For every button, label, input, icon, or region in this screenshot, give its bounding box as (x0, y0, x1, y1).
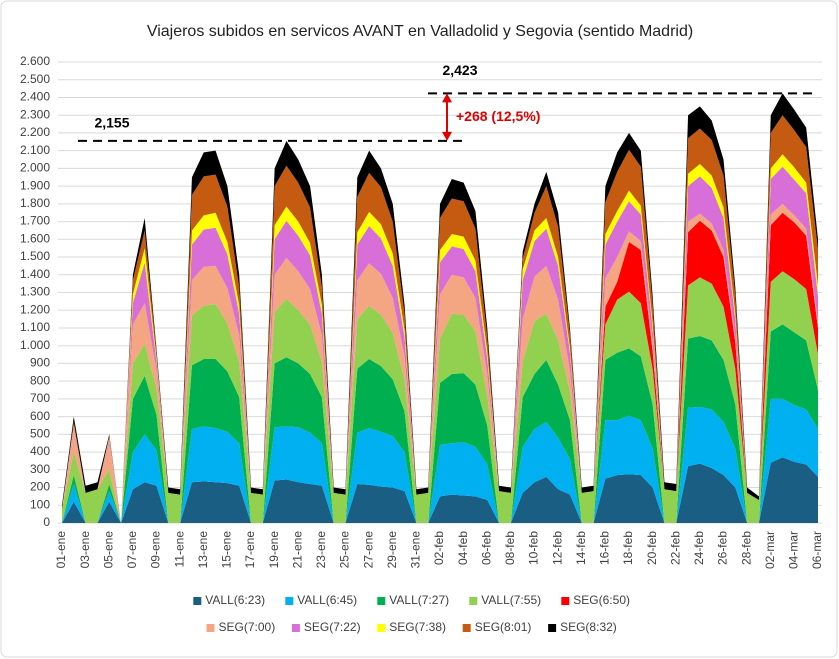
x-tick-label: 17-ene (243, 531, 257, 569)
legend-label: VALL(7:55) (481, 593, 541, 607)
y-tick-label: 1.100 (20, 320, 50, 334)
y-tick-label: 300 (30, 462, 50, 476)
y-tick-label: 900 (30, 356, 50, 370)
y-tick-label: 0 (43, 515, 50, 529)
area-series (62, 324, 818, 523)
x-tick-label: 03-ene (78, 531, 92, 569)
y-tick-label: 2.400 (20, 90, 50, 104)
area-series (62, 457, 818, 523)
x-tick-label: 26-feb (716, 531, 730, 565)
area-series (62, 398, 818, 523)
x-tick-label: 10-feb (527, 531, 541, 565)
x-tick-label: 21-ene (290, 531, 304, 569)
annotation: 2,155 (94, 115, 129, 131)
x-tick-label: 11-ene (172, 531, 186, 568)
x-tick-label: 02-feb (432, 531, 446, 565)
legend-swatch (377, 597, 386, 605)
legend-label: SEG(6:50) (573, 593, 630, 607)
y-tick-label: 2.300 (20, 107, 50, 121)
y-tick-label: 1.300 (20, 285, 50, 299)
x-tick-label: 25-ene (338, 531, 352, 569)
legend-label: SEG(7:22) (304, 620, 361, 634)
x-tick-label: 13-ene (196, 531, 210, 569)
y-tick-label: 500 (30, 427, 50, 441)
x-tick-label: 07-ene (125, 531, 139, 569)
annotation: 2,423 (442, 62, 477, 78)
x-tick-label: 28-feb (739, 531, 753, 565)
x-tick-label: 24-feb (692, 531, 706, 565)
arrow-head (442, 93, 452, 103)
y-tick-label: 800 (30, 373, 50, 387)
legend-label: SEG(8:32) (560, 620, 617, 634)
x-tick-label: 19-ene (267, 531, 281, 569)
area-series (62, 212, 818, 523)
y-tick-label: 2.600 (20, 54, 50, 68)
x-tick-label: 05-ene (101, 531, 115, 569)
legend-label: SEG(7:38) (389, 620, 446, 634)
x-tick-label: 06-feb (479, 531, 493, 565)
legend-swatch (291, 624, 300, 632)
x-tick-label: 23-ene (314, 531, 328, 569)
y-tick-label: 2.500 (20, 72, 50, 86)
legend-swatch (561, 597, 570, 605)
y-tick-label: 1.000 (20, 338, 50, 352)
x-tick-label: 12-feb (550, 531, 564, 565)
x-tick-label: 31-ene (409, 531, 423, 569)
y-tick-label: 2.000 (20, 161, 50, 175)
legend-swatch (469, 597, 478, 605)
x-tick-label: 14-feb (574, 531, 588, 565)
x-tick-label: 02-mar (763, 531, 777, 569)
arrow-head (442, 131, 452, 141)
x-tick-label: 01-ene (54, 531, 68, 569)
y-tick-label: 700 (30, 391, 50, 405)
legend-swatch (285, 597, 294, 605)
x-tick-label: 29-ene (385, 531, 399, 569)
x-tick-label: 04-feb (456, 531, 470, 565)
legend-swatch (548, 624, 557, 632)
x-tick-label: 20-feb (645, 531, 659, 565)
y-tick-label: 100 (30, 497, 50, 511)
y-tick-label: 600 (30, 409, 50, 423)
legend-swatch (206, 624, 215, 632)
legend-label: VALL(7:27) (389, 593, 449, 607)
y-tick-label: 1.600 (20, 231, 50, 245)
x-tick-label: 06-mar (810, 531, 824, 569)
x-tick-label: 22-feb (668, 531, 682, 565)
y-tick-label: 1.900 (20, 178, 50, 192)
area-series (62, 271, 818, 523)
y-tick-label: 2.100 (20, 143, 50, 157)
x-tick-label: 27-ene (361, 531, 375, 569)
legend-label: VALL(6:45) (297, 593, 357, 607)
annotation: +268 (12,5%) (456, 108, 540, 124)
y-tick-label: 2.200 (20, 125, 50, 139)
y-tick-label: 1.400 (20, 267, 50, 281)
x-tick-label: 15-ene (220, 531, 234, 569)
y-tick-label: 1.500 (20, 249, 50, 263)
y-tick-label: 400 (30, 444, 50, 458)
legend-swatch (193, 597, 202, 605)
legend-label: SEG(7:00) (219, 620, 276, 634)
x-tick-label: 09-ene (149, 531, 163, 569)
y-tick-label: 1.700 (20, 214, 50, 228)
legend-swatch (462, 624, 471, 632)
x-tick-label: 18-feb (621, 531, 635, 565)
y-tick-label: 1.800 (20, 196, 50, 210)
x-tick-label: 16-feb (598, 531, 612, 565)
x-tick-label: 04-mar (787, 531, 801, 569)
x-tick-label: 08-feb (503, 531, 517, 565)
legend-label: VALL(6:23) (205, 593, 265, 607)
legend-label: SEG(8:01) (475, 620, 532, 634)
legend-swatch (377, 624, 386, 632)
y-tick-label: 1.200 (20, 302, 50, 316)
y-tick-label: 200 (30, 480, 50, 494)
chart-title: Viajeros subidos en servicos AVANT en Va… (147, 23, 693, 40)
